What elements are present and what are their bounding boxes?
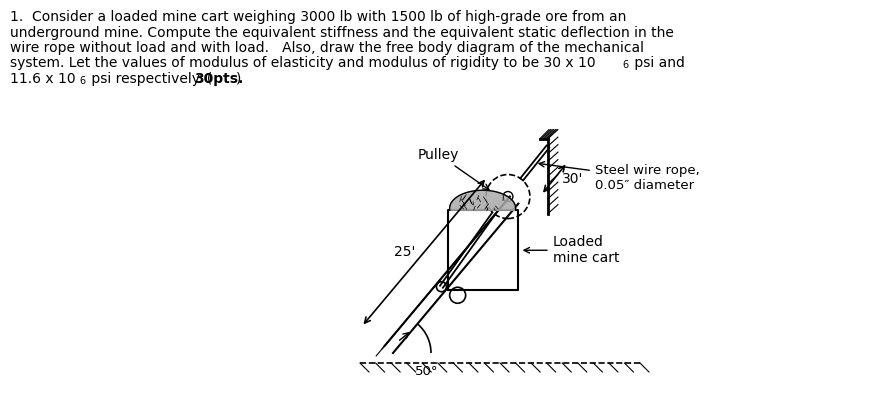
Polygon shape xyxy=(450,190,516,210)
Text: underground mine. Compute the equivalent stiffness and the equivalent static def: underground mine. Compute the equivalent… xyxy=(10,25,674,39)
Text: 50°: 50° xyxy=(415,365,438,378)
Text: Loaded
mine cart: Loaded mine cart xyxy=(524,235,619,265)
Text: 6: 6 xyxy=(79,76,86,86)
Circle shape xyxy=(450,287,466,303)
Text: 6: 6 xyxy=(622,61,628,71)
Text: Pulley: Pulley xyxy=(418,148,489,190)
Text: 30pts.: 30pts. xyxy=(194,72,243,86)
Text: Steel wire rope,
0.05″ diameter: Steel wire rope, 0.05″ diameter xyxy=(539,162,699,192)
Text: psi respectively. (: psi respectively. ( xyxy=(87,72,213,86)
Circle shape xyxy=(437,282,446,292)
Text: wire rope without load and with load.   Also, draw the free body diagram of the : wire rope without load and with load. Al… xyxy=(10,41,644,55)
Text: ): ) xyxy=(236,72,242,86)
Text: system. Let the values of modulus of elasticity and modulus of rigidity to be 30: system. Let the values of modulus of ela… xyxy=(10,56,595,71)
Text: 1.  Consider a loaded mine cart weighing 3000 lb with 1500 lb of high-grade ore : 1. Consider a loaded mine cart weighing … xyxy=(10,10,626,24)
Text: 30': 30' xyxy=(562,172,583,186)
Text: 25': 25' xyxy=(393,245,415,259)
Text: 11.6 x 10: 11.6 x 10 xyxy=(10,72,76,86)
Text: psi and: psi and xyxy=(630,56,685,71)
